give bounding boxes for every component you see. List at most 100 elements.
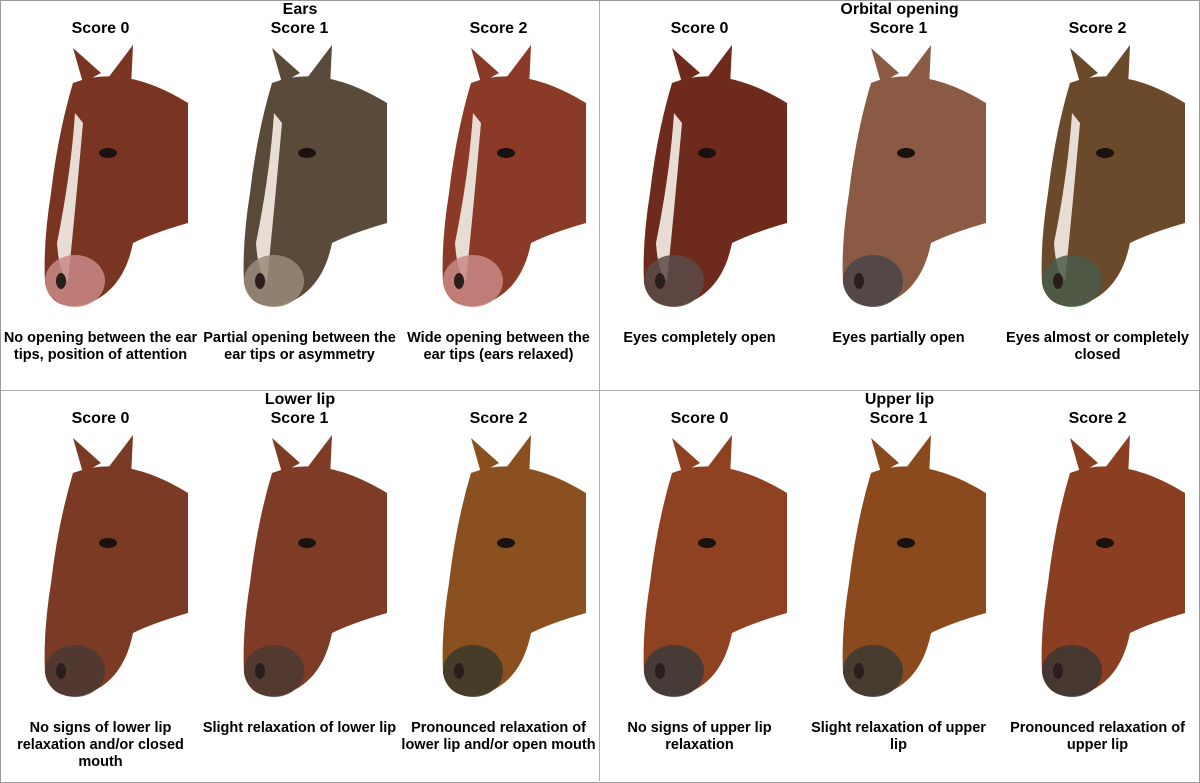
score-label: Score 1 (869, 20, 928, 37)
horse-head-photo (442, 435, 586, 697)
score-caption: Partial opening between the ear tips or … (203, 330, 396, 363)
blaze (455, 113, 481, 281)
horse-head-photo (243, 435, 387, 697)
head (442, 466, 586, 697)
horse-image (13, 433, 188, 708)
eye (897, 148, 915, 158)
horse-image (612, 43, 787, 318)
eye (298, 148, 316, 158)
ear-left (471, 48, 499, 83)
score-caption: No signs of upper lip relaxation (627, 720, 772, 753)
muzzle (443, 645, 503, 697)
panel-title: Ears (282, 1, 318, 18)
muzzle (843, 255, 903, 307)
nostril (56, 273, 66, 289)
blaze (656, 113, 682, 281)
score-label: Score 2 (469, 410, 528, 427)
score-column: Score 0 No signs of lower lip relaxation … (1, 409, 200, 779)
nostril (454, 273, 464, 289)
panel-ears: Ears Score 0 No opening between the ear ti… (1, 1, 600, 391)
score-column: Score 2 Pronounced relaxation of upper li… (998, 409, 1197, 779)
muzzle (443, 255, 503, 307)
score-column: Score 1 Slight relaxation of upper lip (799, 409, 998, 779)
ear-left (272, 438, 300, 473)
ear-left (871, 48, 899, 83)
horse-head-photo (842, 45, 986, 307)
panel-title: Orbital opening (840, 1, 959, 18)
horse-image (13, 43, 188, 318)
ear-left (272, 48, 300, 83)
score-caption: Slight relaxation of upper lip (811, 720, 986, 753)
score-label: Score 2 (469, 20, 528, 37)
ear-left (672, 438, 700, 473)
score-column: Score 2 Pronounced relaxation of lower li… (399, 409, 598, 779)
muzzle (1042, 645, 1102, 697)
horse-image (811, 43, 986, 318)
eye (298, 538, 316, 548)
score-label: Score 0 (71, 410, 130, 427)
score-label: Score 1 (270, 410, 329, 427)
score-label: Score 2 (1068, 410, 1127, 427)
horse-head-photo (842, 435, 986, 697)
nostril (255, 273, 265, 289)
score-label: Score 0 (670, 410, 729, 427)
nostril (255, 663, 265, 679)
blaze (256, 113, 282, 281)
muzzle (843, 645, 903, 697)
horse-head-photo (44, 45, 188, 307)
ear-left (672, 48, 700, 83)
nostril (454, 663, 464, 679)
score-caption: Eyes partially open (832, 330, 965, 346)
score-column: Score 2 Eyes almost or completely closed (998, 19, 1197, 389)
head (842, 466, 986, 697)
ear-left (1070, 438, 1098, 473)
horse-image (1010, 43, 1185, 318)
score-label: Score 1 (869, 410, 928, 427)
head (243, 466, 387, 697)
muzzle (644, 255, 704, 307)
nostril (1053, 663, 1063, 679)
horse-head-photo (643, 45, 787, 307)
panel-orbital-opening: Orbital opening Score 0 Eyes completely op… (600, 1, 1199, 391)
score-label: Score 0 (71, 20, 130, 37)
panel-title: Upper lip (864, 391, 935, 408)
horse-head-photo (243, 45, 387, 307)
score-column: Score 0 No signs of upper lip relaxation (600, 409, 799, 779)
horse-image (612, 433, 787, 708)
score-label: Score 0 (670, 20, 729, 37)
head (842, 76, 986, 307)
blaze (1054, 113, 1080, 281)
muzzle (244, 255, 304, 307)
eye (99, 148, 117, 158)
eye (897, 538, 915, 548)
horse-image (811, 433, 986, 708)
panel-title: Lower lip (264, 391, 336, 408)
nostril (854, 273, 864, 289)
nostril (56, 663, 66, 679)
score-label: Score 2 (1068, 20, 1127, 37)
ear-left (1070, 48, 1098, 83)
horse-head-photo (1041, 435, 1185, 697)
score-caption: No signs of lower lip relaxation and/or … (17, 720, 184, 770)
score-caption: Slight relaxation of lower lip (202, 720, 397, 736)
horse-head-photo (44, 435, 188, 697)
eye (99, 538, 117, 548)
ear-left (73, 438, 101, 473)
horse-head-photo (643, 435, 787, 697)
ear-left (73, 48, 101, 83)
panel-upper-lip: Upper lip Score 0 No signs of upper lip re… (600, 391, 1199, 781)
score-label: Score 1 (270, 20, 329, 37)
score-column: Score 0 Eyes completely open (600, 19, 799, 389)
score-caption: Pronounced relaxation of upper lip (1010, 720, 1185, 753)
score-column: Score 1 Slight relaxation of lower lip (200, 409, 399, 779)
muzzle (45, 645, 105, 697)
eye (698, 148, 716, 158)
head (44, 466, 188, 697)
nostril (655, 273, 665, 289)
nostril (1053, 273, 1063, 289)
score-caption: Pronounced relaxation of lower lip and/o… (401, 720, 596, 753)
horse-head-photo (442, 45, 586, 307)
eye (1096, 148, 1114, 158)
horse-image (411, 43, 586, 318)
